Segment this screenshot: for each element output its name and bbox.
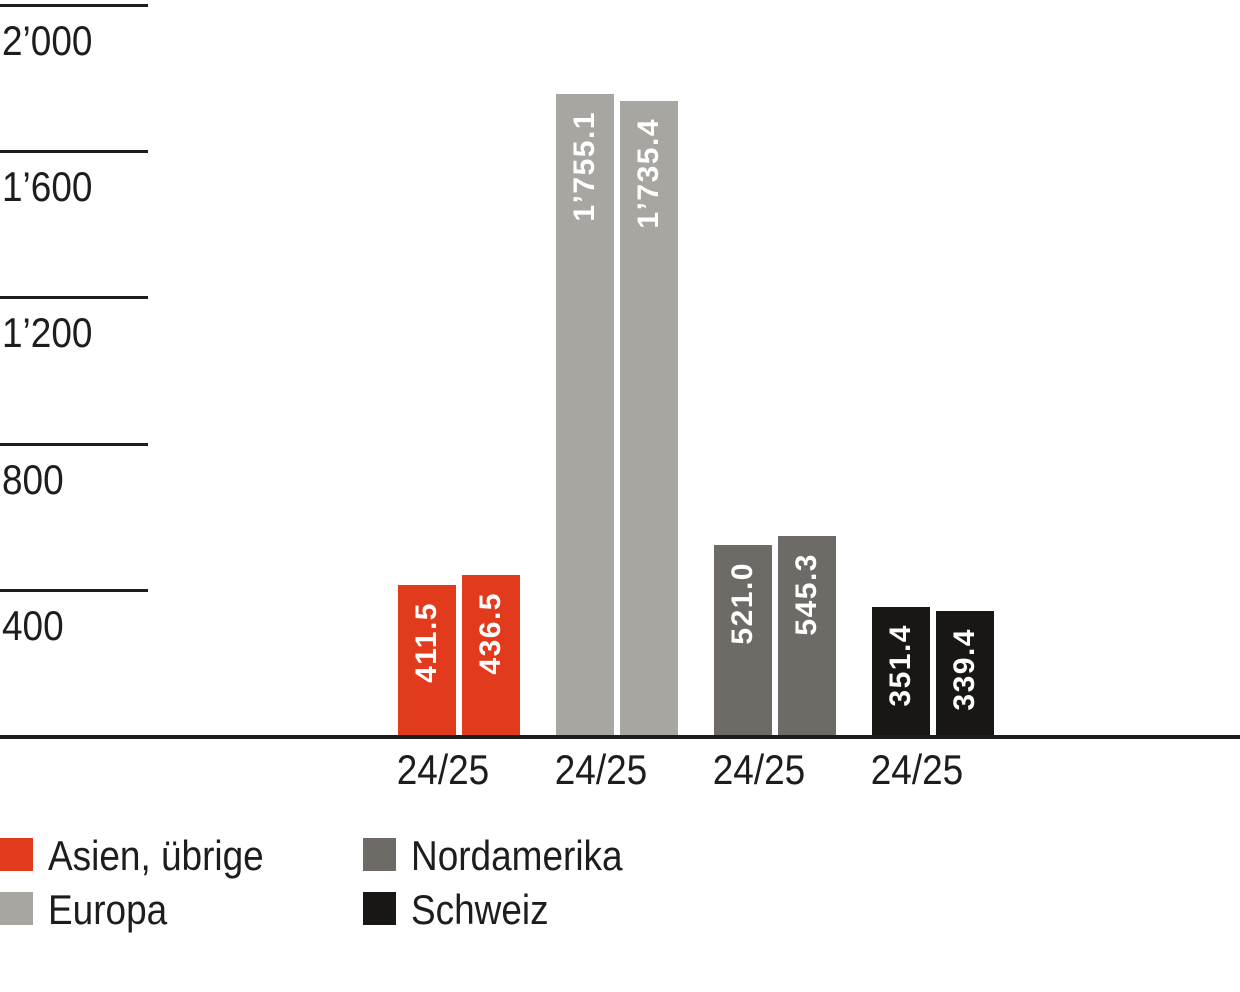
legend-swatch [363, 892, 396, 925]
y-tick-label: 1’200 [2, 309, 93, 357]
bar-value-label: 436.5 [474, 592, 507, 675]
y-tick-label: 400 [2, 601, 64, 649]
x-tick-label: 24/25 [554, 746, 648, 793]
legend-label: Nordamerika [411, 832, 623, 879]
legend-label: Europa [48, 886, 168, 933]
bar: 339.4 [936, 611, 994, 735]
y-tick-label: 1’600 [2, 163, 93, 211]
y-tick-line [0, 588, 148, 592]
bar-value-label: 1’735.4 [632, 118, 665, 229]
y-tick-label: 800 [2, 455, 64, 503]
x-tick-label: 24/25 [870, 746, 964, 793]
legend-label: Schweiz [411, 886, 549, 933]
bar-value-label: 411.5 [410, 602, 443, 683]
bar: 351.4 [872, 607, 930, 735]
x-tick-label: 24/25 [396, 746, 490, 793]
bar-value-label: 339.4 [948, 628, 981, 711]
x-axis-line [0, 735, 1240, 739]
bar-value-label: 521.0 [726, 562, 759, 645]
y-tick-line [0, 4, 148, 7]
bar: 521.0 [714, 545, 772, 735]
legend-swatch [363, 838, 396, 871]
y-tick-line [0, 296, 148, 300]
bar: 1’735.4 [620, 101, 678, 735]
legend-label: Asien, übrige [48, 832, 264, 879]
bar-value-label: 351.4 [884, 624, 917, 707]
bar: 1’755.1 [556, 94, 614, 735]
x-tick-label: 24/25 [712, 746, 806, 793]
y-tick-label: 2’000 [2, 17, 93, 64]
y-tick-line [0, 442, 148, 446]
legend-swatch [0, 892, 33, 925]
bar: 436.5 [462, 575, 520, 735]
bar-value-label: 545.3 [790, 553, 823, 636]
legend-swatch [0, 838, 33, 871]
bar: 545.3 [778, 536, 836, 735]
y-tick-line [0, 150, 148, 154]
bar-value-label: 1’755.1 [568, 111, 601, 222]
bar: 411.5 [398, 585, 456, 735]
